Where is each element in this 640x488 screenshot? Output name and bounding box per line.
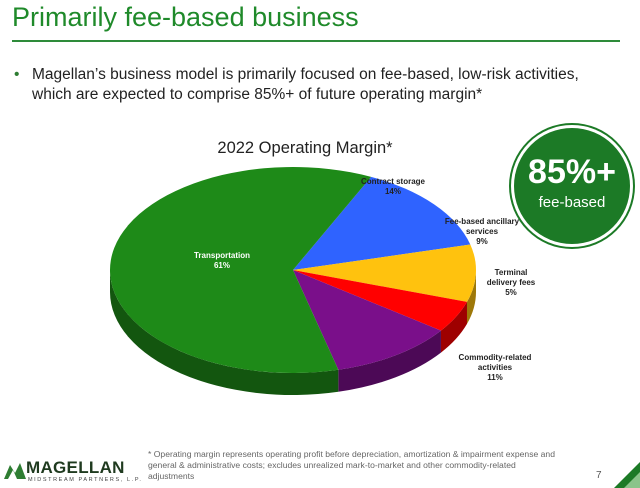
slice-name-label-3: activities <box>478 363 513 372</box>
corner-decoration-icon <box>614 462 640 488</box>
pie-slice-side-3-0 <box>338 330 441 392</box>
slide-title: Primarily fee-based business <box>12 2 359 32</box>
bullet-text: Magellan’s business model is primarily f… <box>32 66 579 103</box>
fee-based-badge: 85%+ fee-based <box>514 128 630 244</box>
bullet-dot-icon: • <box>14 66 20 83</box>
pie-slice-4 <box>109 166 372 373</box>
slice-name-label-1: Fee-based ancillary <box>445 217 520 226</box>
footnote: * Operating margin represents operating … <box>148 449 555 481</box>
page-number: 7 <box>596 470 602 481</box>
magellan-logo-icon <box>4 463 26 479</box>
pie-slice-1 <box>293 244 476 302</box>
pie-slice-0 <box>293 176 471 270</box>
slice-name-label-2: delivery fees <box>487 278 536 287</box>
badge-label: fee-based <box>538 194 606 211</box>
pie-slice-side-1-0 <box>466 270 476 324</box>
pie-slice-side-4-0 <box>110 270 339 395</box>
badge-value: 85%+ <box>528 153 616 191</box>
slice-name-label-3: Commodity-related <box>459 353 532 362</box>
chart-title: 2022 Operating Margin* <box>217 139 393 157</box>
logo-subtitle: MIDSTREAM PARTNERS, L.P. <box>28 477 143 483</box>
slice-value-label-1: 9% <box>476 237 488 246</box>
slice-value-label-0: 14% <box>385 187 401 196</box>
pie-slice-side-2-0 <box>440 301 467 353</box>
slice-value-label-3: 11% <box>487 373 503 382</box>
pie-slice-3 <box>293 270 441 370</box>
slice-name-label-1: services <box>466 227 499 236</box>
slice-name-label-4: Transportation <box>194 251 250 260</box>
title-divider <box>12 40 620 42</box>
slice-name-label-2: Terminal <box>495 268 528 277</box>
slice-value-label-2: 5% <box>505 288 517 297</box>
slice-value-label-4: 61% <box>214 261 230 270</box>
slice-name-label-0: Contract storage <box>361 177 426 186</box>
logo-name: MAGELLAN <box>26 458 125 477</box>
pie-slice-2 <box>293 270 467 331</box>
